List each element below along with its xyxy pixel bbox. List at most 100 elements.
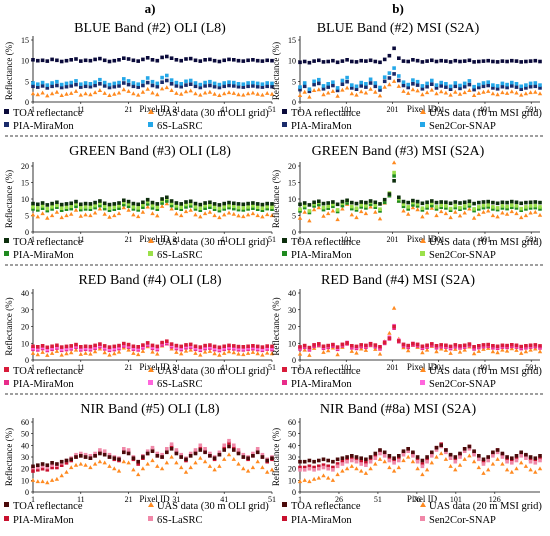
legend-marker	[420, 238, 426, 243]
data-point	[107, 202, 112, 207]
data-point	[250, 465, 256, 470]
data-point	[102, 201, 107, 206]
data-point	[524, 59, 528, 64]
data-point	[350, 86, 354, 90]
data-point	[169, 342, 174, 346]
data-point	[98, 77, 102, 82]
data-point	[505, 206, 509, 211]
data-point	[231, 91, 236, 95]
data-point	[174, 350, 179, 354]
data-point	[481, 209, 486, 214]
data-point	[255, 213, 260, 218]
data-point	[345, 457, 349, 462]
data-point	[59, 352, 64, 357]
x-tick-label: 1	[31, 105, 35, 114]
data-point	[92, 349, 98, 354]
data-point	[150, 211, 155, 216]
data-point	[265, 458, 269, 463]
data-point	[40, 58, 45, 63]
data-point	[505, 459, 509, 464]
x-tick-label: 301	[433, 363, 445, 372]
data-point	[251, 84, 255, 88]
data-point	[136, 472, 141, 477]
data-point	[126, 57, 131, 61]
data-point	[97, 206, 103, 211]
data-point	[326, 343, 330, 348]
data-point	[509, 89, 514, 94]
data-point	[491, 450, 495, 455]
data-point	[203, 80, 207, 85]
data-point	[373, 89, 378, 94]
data-point	[188, 454, 193, 458]
data-point	[326, 201, 330, 205]
data-point	[444, 200, 448, 205]
data-point	[93, 454, 97, 458]
data-point	[236, 82, 241, 86]
data-point	[528, 200, 533, 205]
data-point	[377, 216, 383, 221]
data-point	[193, 84, 198, 89]
data-point	[265, 84, 269, 89]
data-point	[335, 345, 340, 349]
data-point	[155, 454, 160, 458]
y-tick-label: 5	[25, 77, 29, 86]
data-point	[476, 91, 481, 95]
data-point	[179, 465, 184, 470]
data-point	[122, 56, 126, 60]
data-point	[36, 468, 40, 472]
data-point	[83, 205, 88, 209]
data-point	[491, 207, 495, 211]
data-point	[212, 467, 217, 472]
data-point	[486, 199, 490, 204]
data-point	[112, 466, 117, 471]
data-point	[50, 344, 54, 349]
data-point	[78, 461, 83, 466]
data-point	[136, 208, 140, 212]
data-point	[150, 90, 155, 95]
data-point	[321, 92, 326, 97]
data-point	[307, 479, 312, 484]
data-point	[212, 91, 217, 96]
data-point	[425, 81, 429, 86]
data-point	[112, 456, 117, 460]
data-point	[500, 59, 505, 63]
data-point	[227, 343, 231, 348]
data-point	[198, 214, 203, 219]
data-point	[250, 211, 256, 216]
data-point	[321, 207, 326, 212]
data-point	[505, 343, 509, 348]
data-point	[79, 202, 83, 207]
legend-label: 6S-LaSRC	[157, 250, 203, 261]
y-tick-label: 20	[21, 323, 29, 332]
y-axis-label: Reflectance (%)	[4, 170, 14, 228]
data-point	[430, 58, 434, 63]
data-point	[368, 81, 373, 85]
data-point	[406, 82, 410, 87]
data-point	[241, 214, 246, 219]
data-point	[174, 204, 179, 208]
data-point	[69, 350, 74, 355]
data-point	[260, 206, 265, 210]
data-point	[359, 459, 363, 464]
data-point	[439, 209, 444, 214]
data-point	[251, 344, 255, 348]
data-point	[59, 215, 64, 220]
y-axis-label: Reflectance (%)	[271, 42, 281, 100]
data-point	[160, 340, 164, 345]
data-point	[150, 83, 155, 88]
data-point	[311, 88, 317, 92]
data-point	[88, 465, 93, 470]
data-point	[131, 81, 136, 85]
data-point	[321, 465, 326, 470]
data-point	[415, 342, 420, 347]
data-point	[326, 90, 331, 95]
data-point	[439, 58, 443, 63]
data-point	[136, 85, 140, 89]
data-point	[231, 457, 236, 461]
data-point	[326, 475, 331, 480]
legend-marker	[4, 367, 9, 372]
data-point	[217, 82, 222, 87]
series-1	[31, 54, 274, 64]
data-point	[193, 207, 198, 211]
data-point	[514, 348, 519, 352]
